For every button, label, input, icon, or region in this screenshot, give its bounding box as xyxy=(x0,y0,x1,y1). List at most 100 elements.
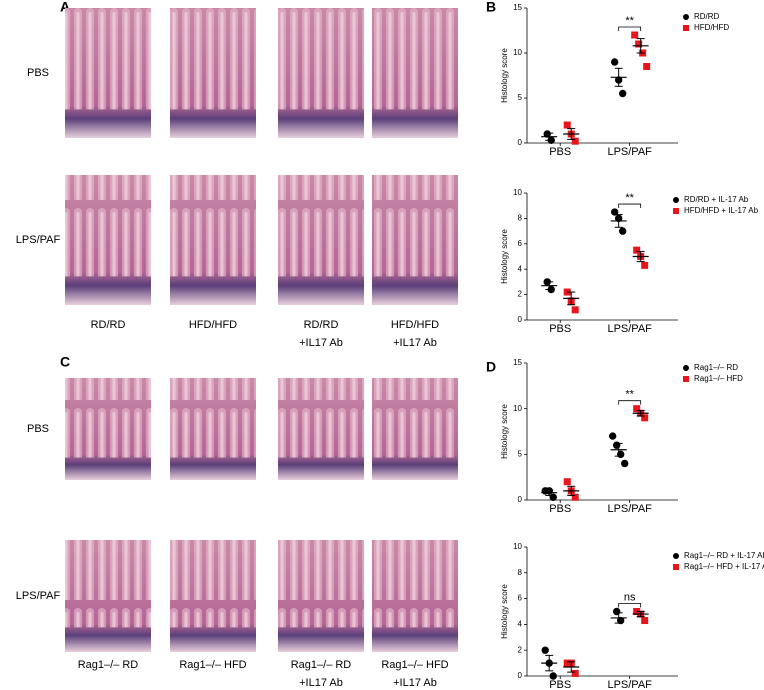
significance-label: ** xyxy=(625,389,634,401)
histology-villi xyxy=(65,175,151,277)
panel-label: A xyxy=(60,0,70,15)
legend-label: Rag1–/– HFD xyxy=(694,374,743,383)
y-tick-label: 4 xyxy=(518,264,523,273)
legend-label: Rag1–/– RD + IL-17 Ab xyxy=(684,551,764,560)
column-label: +IL17 Ab xyxy=(299,677,343,689)
legend-marker xyxy=(673,564,679,570)
y-tick-label: 15 xyxy=(513,358,522,367)
data-point xyxy=(612,441,621,449)
data-point xyxy=(541,646,549,654)
significance-label: ns xyxy=(624,591,636,603)
histology-villi xyxy=(372,8,458,110)
y-tick-label: 5 xyxy=(518,449,523,458)
y-tick-label: 8 xyxy=(518,214,523,223)
row-label: LPS/PAF xyxy=(16,234,61,246)
data-point xyxy=(610,208,619,216)
y-tick-label: 2 xyxy=(518,645,523,654)
y-axis-label: Histology score xyxy=(500,48,509,103)
histology-villi xyxy=(65,8,151,110)
y-tick-label: 2 xyxy=(518,290,523,299)
histology-villi xyxy=(170,175,256,277)
y-tick-label: 10 xyxy=(513,48,522,57)
column-label: Rag1–/– HFD xyxy=(179,659,246,671)
panel-label: D xyxy=(486,359,496,375)
data-point xyxy=(563,659,571,667)
legend-label: Rag1–/– RD xyxy=(694,363,738,372)
y-axis-label: Histology score xyxy=(500,229,509,284)
data-point xyxy=(633,405,641,413)
column-label: RD/RD xyxy=(304,319,339,331)
histology-villi xyxy=(170,540,256,628)
data-point xyxy=(641,414,649,422)
column-label: HFD/HFD xyxy=(391,319,439,331)
legend-marker xyxy=(673,553,679,559)
data-point xyxy=(616,450,625,459)
y-tick-label: 10 xyxy=(513,542,522,551)
significance-bracket xyxy=(618,203,642,209)
significance-bracket xyxy=(618,26,642,31)
significance-bracket xyxy=(618,603,642,608)
legend-label: Rag1–/– HFD + IL-17 Ab xyxy=(684,562,764,571)
legend-marker xyxy=(673,197,679,203)
row-label: PBS xyxy=(27,67,49,79)
histology-villi xyxy=(278,175,364,277)
histology-villi xyxy=(170,378,256,458)
y-tick-label: 10 xyxy=(513,188,522,197)
y-axis-label: Histology score xyxy=(500,584,509,639)
histology-villi xyxy=(170,8,256,110)
data-point xyxy=(608,432,617,440)
significance-label: ** xyxy=(625,192,634,204)
legend-label: RD/RD + IL-17 Ab xyxy=(684,195,749,204)
significance-label: ** xyxy=(625,15,634,27)
data-point xyxy=(618,89,627,98)
column-label: Rag1–/– RD xyxy=(291,659,352,671)
x-tick-label: LPS/PAF xyxy=(607,146,652,158)
histology-villi xyxy=(65,378,151,458)
legend-label: HFD/HFD + IL-17 Ab xyxy=(684,206,759,215)
data-point xyxy=(563,121,571,129)
legend-label: RD/RD xyxy=(694,12,720,21)
data-point xyxy=(641,617,649,625)
y-tick-label: 4 xyxy=(518,620,523,629)
data-point xyxy=(571,306,579,314)
y-tick-label: 6 xyxy=(518,239,523,248)
legend-marker xyxy=(683,376,689,382)
data-point xyxy=(618,227,627,235)
data-point xyxy=(571,669,579,677)
x-tick-label: LPS/PAF xyxy=(607,679,652,690)
data-point xyxy=(571,493,579,501)
column-label: Rag1–/– HFD xyxy=(381,659,448,671)
column-label: +IL17 Ab xyxy=(393,677,437,689)
x-tick-label: PBS xyxy=(549,323,571,335)
y-tick-label: 6 xyxy=(518,594,523,603)
data-point xyxy=(612,607,621,616)
y-tick-label: 0 xyxy=(518,315,523,324)
data-point xyxy=(549,493,557,501)
data-point xyxy=(610,58,619,66)
histology-villi xyxy=(372,540,458,628)
y-tick-label: 10 xyxy=(513,404,522,413)
x-tick-label: PBS xyxy=(549,679,571,690)
x-tick-label: LPS/PAF xyxy=(607,503,652,515)
significance-bracket xyxy=(618,400,642,405)
x-tick-label: PBS xyxy=(549,146,571,158)
data-point xyxy=(631,31,639,39)
legend-marker xyxy=(683,25,689,31)
histology-villi xyxy=(278,8,364,110)
y-tick-label: 5 xyxy=(518,93,523,102)
legend-label: HFD/HFD xyxy=(694,23,729,32)
row-label: LPS/PAF xyxy=(16,590,61,602)
column-label: +IL17 Ab xyxy=(393,337,437,349)
data-point xyxy=(635,40,643,48)
data-point xyxy=(643,63,651,70)
histology-villi xyxy=(278,378,364,458)
row-label: PBS xyxy=(27,423,49,435)
column-label: +IL17 Ab xyxy=(299,337,343,349)
y-tick-label: 15 xyxy=(513,3,522,12)
histology-villi xyxy=(65,540,151,628)
legend-marker xyxy=(683,365,689,371)
panel-label: C xyxy=(60,354,70,370)
histology-villi xyxy=(278,540,364,628)
y-tick-label: 0 xyxy=(518,138,523,147)
